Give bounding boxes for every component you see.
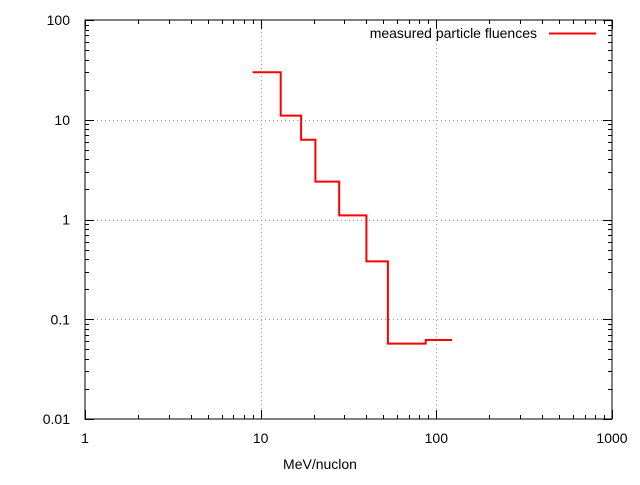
x-tick-label: 10 [253, 430, 269, 446]
axis-ticks [85, 20, 613, 420]
y-tick-label: 100 [47, 12, 71, 28]
data-series [252, 71, 453, 345]
plot-frame [84, 19, 613, 420]
grid-lines [85, 20, 612, 419]
legend: measured particle fluences [370, 25, 596, 41]
y-tick-label: 0.1 [51, 311, 71, 327]
series-line-measured-particle-fluences [252, 71, 453, 345]
x-tick-label: 1000 [596, 430, 627, 446]
x-tick-label: 100 [425, 430, 449, 446]
x-axis-label: MeV/nuclon [283, 456, 357, 472]
legend-label: measured particle fluences [370, 25, 537, 41]
tick-labels: 1 10 100 1000 0.01 0.1 1 10 100 [43, 12, 628, 446]
y-tick-label: 10 [54, 112, 70, 128]
y-tick-label: 0.01 [43, 411, 70, 427]
y-tick-label: 1 [62, 212, 70, 228]
x-tick-label: 1 [81, 430, 89, 446]
